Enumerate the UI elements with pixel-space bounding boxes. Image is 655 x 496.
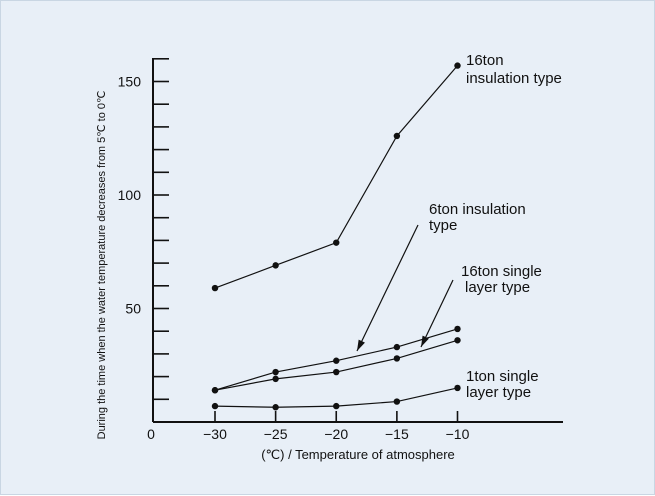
y-tick-label: 150 — [118, 74, 142, 90]
y-tick-label: 50 — [125, 301, 141, 317]
data-point — [393, 398, 401, 405]
series-line-2 — [214, 339, 458, 391]
data-point — [211, 387, 219, 394]
x-tick-label: −25 — [264, 426, 288, 442]
x-tick-label: −10 — [446, 426, 470, 442]
data-point — [454, 325, 461, 333]
x-tick-label: −15 — [385, 426, 409, 442]
origin-label: 0 — [147, 426, 155, 442]
series-points — [211, 62, 461, 411]
series-lines — [214, 65, 458, 408]
y-axis-label: During the time when the water temperatu… — [96, 91, 108, 440]
data-point — [272, 375, 279, 383]
arrow-6ton-insulation-head — [357, 339, 365, 351]
data-point — [454, 337, 461, 344]
y-ticks: 50 100 150 — [118, 57, 169, 401]
x-tick-label: −20 — [324, 426, 348, 442]
annotation-6ton-insulation: 6ton insulation type — [429, 201, 530, 234]
data-point — [333, 357, 340, 364]
x-axis-label: (℃) / Temperature of atmosphere — [261, 447, 455, 462]
data-point — [272, 368, 279, 376]
arrow-16ton-single-head — [421, 335, 429, 347]
data-point — [454, 384, 461, 392]
annotation-1ton-single: 1ton single layer type — [466, 368, 543, 401]
series-line-0 — [214, 65, 458, 289]
data-point — [333, 368, 340, 376]
data-point — [454, 62, 461, 69]
data-point — [393, 355, 401, 362]
y-tick-label: 100 — [118, 187, 142, 203]
data-point — [333, 239, 340, 246]
data-point — [211, 284, 219, 292]
annotation-arrows — [356, 224, 454, 352]
data-point — [333, 402, 340, 410]
data-point — [211, 402, 219, 410]
data-point — [272, 262, 279, 269]
arrow-6ton-insulation — [356, 224, 419, 352]
x-tick-label: −30 — [203, 426, 227, 442]
x-ticks: −30 −25 −20 −15 −10 — [203, 411, 470, 442]
data-point — [393, 132, 401, 140]
data-point — [272, 404, 279, 411]
arrow-16ton-single — [420, 279, 454, 348]
annotation-16ton-single: 16ton single layer type — [461, 263, 546, 296]
annotation-16ton-insulation: 16ton insulation type — [466, 52, 562, 87]
data-point — [393, 343, 401, 351]
